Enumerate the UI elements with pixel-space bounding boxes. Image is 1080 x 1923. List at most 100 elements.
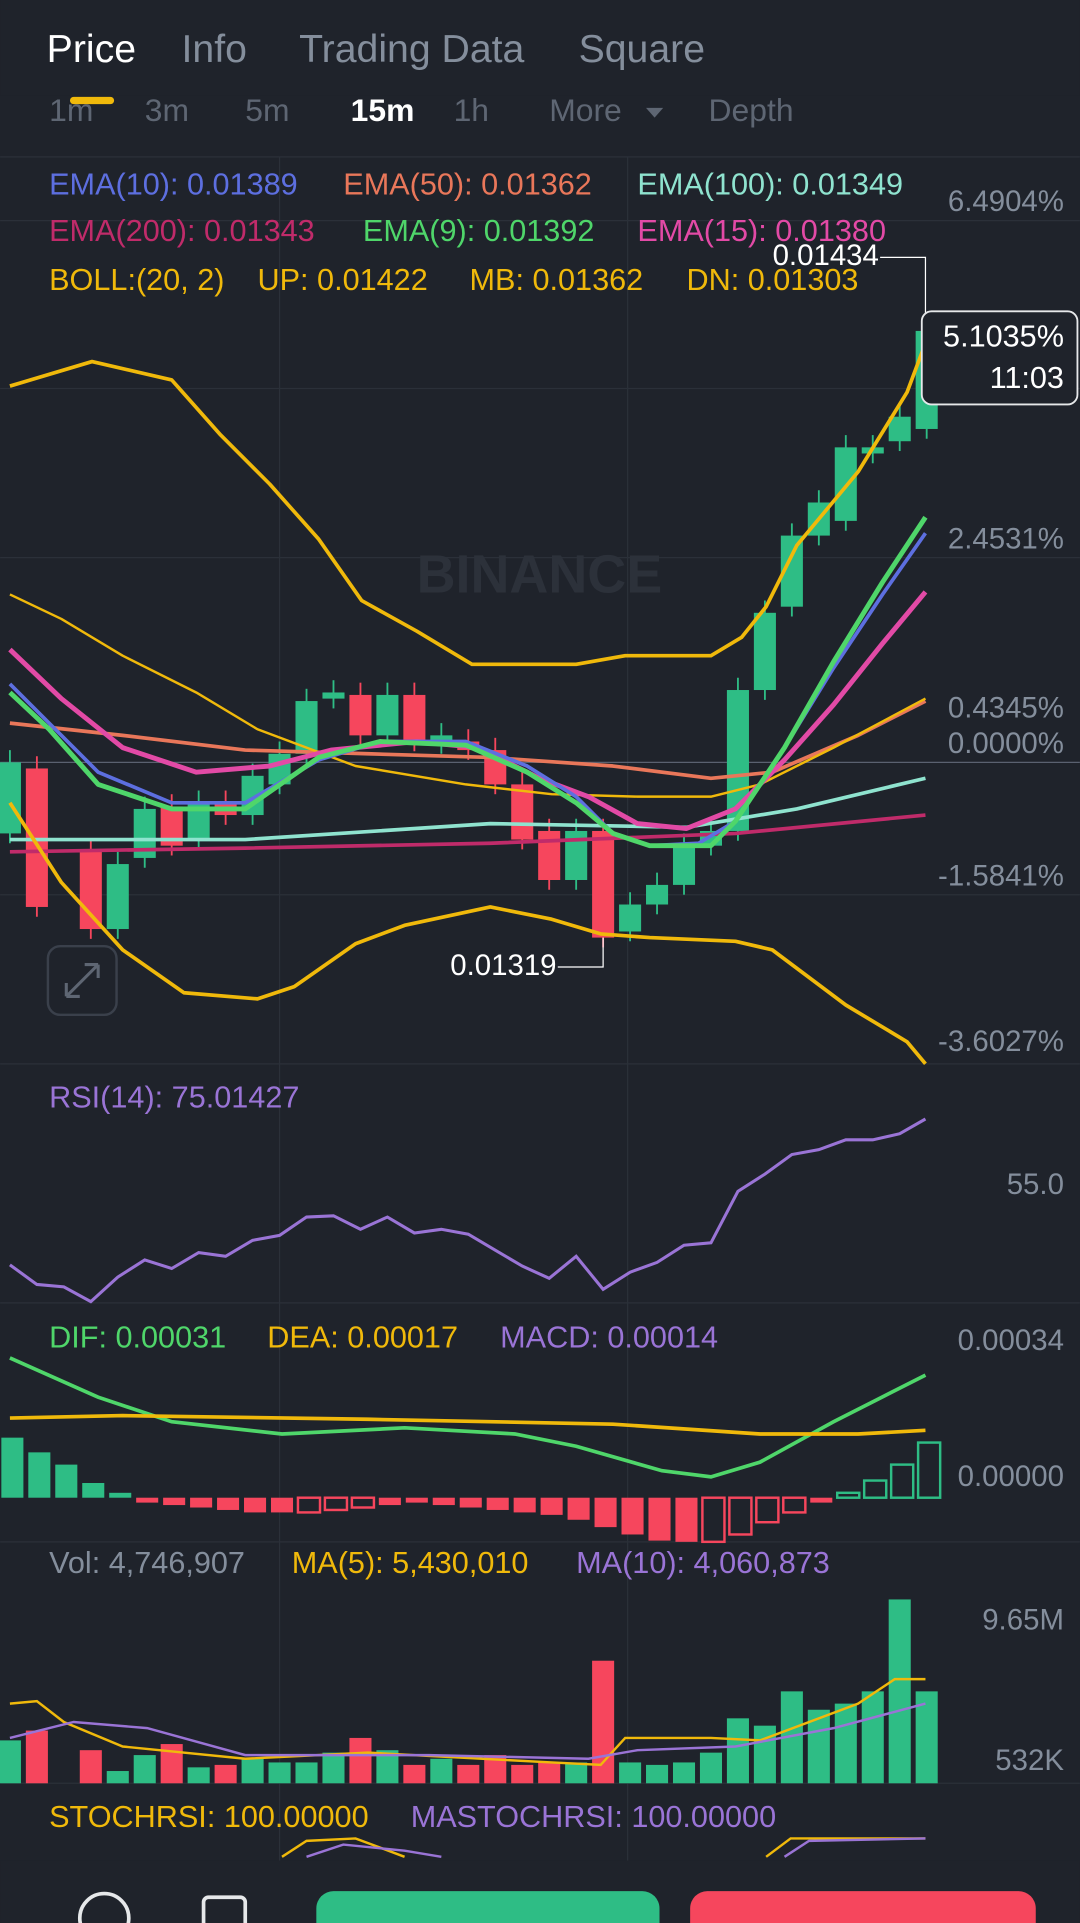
macd-bar bbox=[28, 1452, 51, 1498]
tab-row: Price Info Trading Data Square bbox=[47, 28, 705, 71]
macd-bar bbox=[540, 1497, 563, 1515]
candle-body bbox=[646, 884, 669, 905]
high-marker bbox=[880, 256, 927, 331]
volume-bar bbox=[160, 1744, 183, 1784]
macd-bar bbox=[82, 1483, 105, 1498]
macd-bar bbox=[889, 1463, 915, 1499]
macd-bar bbox=[296, 1496, 322, 1514]
volume-bar bbox=[861, 1691, 884, 1784]
axis-label: 55.0 bbox=[1007, 1168, 1064, 1201]
volume-bar bbox=[646, 1764, 669, 1784]
sell-button[interactable] bbox=[690, 1891, 1036, 1923]
volume-bar bbox=[915, 1691, 938, 1784]
macd-histogram bbox=[1, 1437, 942, 1544]
candle-body bbox=[322, 692, 345, 699]
macd-bar bbox=[782, 1496, 807, 1514]
dropdown-arrow bbox=[646, 107, 664, 118]
indicator-label: DN: 0.01303 bbox=[686, 263, 858, 297]
countdown: 11:03 bbox=[990, 361, 1064, 395]
candle-body bbox=[349, 694, 372, 736]
indicator-label: MACD: 0.00014 bbox=[500, 1321, 718, 1355]
macd-bar bbox=[350, 1496, 376, 1509]
indicator-label: EMA(50): 0.01362 bbox=[343, 167, 592, 201]
candle-body bbox=[376, 694, 399, 736]
axis-label: 0.0000% bbox=[948, 727, 1064, 760]
macd-bar bbox=[136, 1497, 159, 1503]
volume-bar bbox=[592, 1660, 615, 1784]
volume-bar bbox=[25, 1730, 48, 1784]
tab[interactable]: Trading Data bbox=[299, 28, 524, 71]
axis-label: 0.00034 bbox=[958, 1324, 1064, 1357]
interval[interactable]: More bbox=[549, 92, 622, 128]
indicator-label: EMA(100): 0.01349 bbox=[637, 167, 903, 201]
macd-bar bbox=[109, 1492, 132, 1498]
candle-body bbox=[780, 535, 803, 607]
macd-bar bbox=[270, 1497, 294, 1513]
high-label: 0.01434 bbox=[773, 239, 879, 272]
tab[interactable]: Price bbox=[47, 28, 136, 71]
tab[interactable]: Info bbox=[182, 28, 247, 71]
watermark: BINANCE bbox=[417, 545, 663, 605]
macd-bar bbox=[55, 1464, 78, 1498]
macd-bar bbox=[378, 1497, 401, 1506]
macd-bar bbox=[835, 1491, 861, 1499]
axis-label: 0.4345% bbox=[948, 691, 1064, 724]
low-label: 0.01319 bbox=[450, 949, 556, 982]
macd-bar bbox=[755, 1496, 780, 1524]
candle-body bbox=[133, 808, 156, 858]
indicator-label: MASTOCHRSI: 100.00000 bbox=[411, 1800, 776, 1834]
macd-bar bbox=[1, 1437, 24, 1498]
buy-button[interactable] bbox=[316, 1891, 660, 1923]
axis-label: -3.6027% bbox=[938, 1025, 1064, 1058]
stoch-ma-line bbox=[306, 1843, 442, 1859]
low-marker bbox=[557, 937, 604, 968]
macd-bar bbox=[432, 1497, 455, 1506]
volume-bar bbox=[565, 1762, 588, 1784]
tab[interactable]: Square bbox=[579, 28, 705, 71]
macd-bar bbox=[916, 1441, 942, 1499]
interval[interactable]: Depth bbox=[709, 92, 794, 128]
volume-bar bbox=[214, 1764, 237, 1784]
volume-bar bbox=[106, 1771, 129, 1784]
interval[interactable]: 5m bbox=[245, 92, 289, 128]
macd-bar bbox=[862, 1479, 888, 1499]
volume-bar bbox=[322, 1752, 345, 1784]
volume-bar bbox=[699, 1752, 723, 1784]
vol-ma10 bbox=[9, 1702, 926, 1760]
indicator-lines bbox=[8, 342, 928, 1066]
volume-bar bbox=[511, 1764, 534, 1784]
candle-body bbox=[726, 690, 749, 831]
header bbox=[0, 0, 1080, 96]
macd-bar bbox=[728, 1496, 753, 1536]
candles bbox=[0, 318, 938, 948]
volume-bar bbox=[672, 1762, 696, 1784]
candle-body bbox=[106, 864, 129, 930]
dea-line bbox=[9, 1413, 926, 1436]
volume-bar bbox=[79, 1750, 102, 1784]
interval[interactable]: 1h bbox=[454, 92, 489, 128]
volume-bar bbox=[457, 1764, 480, 1784]
volume-bar bbox=[807, 1709, 830, 1784]
volume-bar bbox=[430, 1758, 453, 1784]
indicator-label: DIF: 0.00031 bbox=[49, 1321, 226, 1355]
macd-bar bbox=[513, 1497, 536, 1513]
volume-bar bbox=[726, 1718, 749, 1784]
macd-bar bbox=[244, 1497, 267, 1513]
interval[interactable]: 15m bbox=[351, 92, 415, 128]
indicator-label: EMA(15): 0.01380 bbox=[637, 214, 886, 248]
interval-row: 1m 3m 5m 15m 1h More Depth bbox=[49, 92, 793, 128]
volume-bar bbox=[780, 1691, 803, 1784]
candle-body bbox=[187, 802, 210, 840]
interval[interactable]: 3m bbox=[145, 92, 189, 128]
volume-bar bbox=[834, 1703, 857, 1784]
candle-body bbox=[888, 416, 911, 442]
macd-bar bbox=[567, 1497, 590, 1520]
indicator-label: MA(10): 4,060,873 bbox=[576, 1546, 830, 1580]
orders-icon[interactable] bbox=[201, 1895, 248, 1923]
chat-icon[interactable] bbox=[77, 1891, 131, 1923]
macd-bar bbox=[405, 1497, 428, 1503]
axis-label: 9.65M bbox=[982, 1603, 1064, 1636]
expand-button[interactable] bbox=[46, 944, 118, 1017]
indicator-label: DEA: 0.00017 bbox=[267, 1321, 458, 1355]
macd-bar bbox=[323, 1496, 349, 1512]
